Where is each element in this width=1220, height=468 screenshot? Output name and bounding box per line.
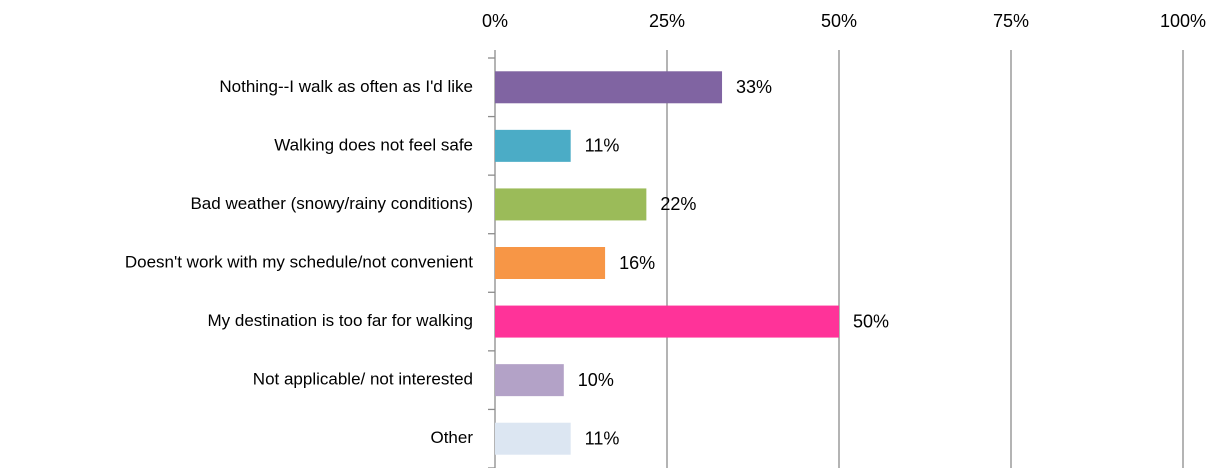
category-label: Walking does not feel safe <box>274 135 473 154</box>
category-label: Bad weather (snowy/rainy conditions) <box>190 194 473 213</box>
x-tick-label: 50% <box>821 11 857 31</box>
category-label: Other <box>430 428 473 447</box>
value-label: 11% <box>585 136 620 156</box>
x-tick-label: 25% <box>649 11 685 31</box>
x-tick-label: 0% <box>482 11 508 31</box>
bar <box>495 188 647 221</box>
value-label: 10% <box>578 370 614 390</box>
x-tick-label: 100% <box>1160 11 1206 31</box>
value-label: 16% <box>619 253 655 273</box>
category-label: Not applicable/ not interested <box>253 370 473 389</box>
value-label: 22% <box>660 194 696 214</box>
value-label: 50% <box>853 311 889 331</box>
bar <box>495 422 571 455</box>
category-label: Doesn't work with my schedule/not conven… <box>125 252 473 271</box>
category-label: My destination is too far for walking <box>207 311 473 330</box>
bar <box>495 247 606 279</box>
bar <box>495 129 571 162</box>
x-tick-label: 75% <box>993 11 1029 31</box>
bar <box>495 71 723 104</box>
value-label: 33% <box>736 77 772 97</box>
bar <box>495 305 839 338</box>
category-label: Nothing--I walk as often as I'd like <box>219 77 473 96</box>
bar <box>495 364 564 397</box>
value-label: 11% <box>585 428 620 448</box>
